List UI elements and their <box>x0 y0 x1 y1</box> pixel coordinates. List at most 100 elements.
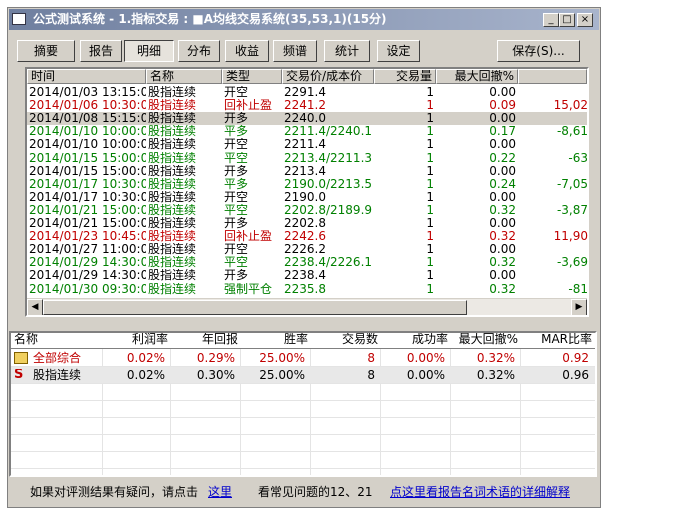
save-button[interactable]: 保存(S)... <box>497 40 580 62</box>
tab-button[interactable]: 设定 <box>377 40 420 62</box>
tab-button[interactable]: 统计 <box>324 40 370 62</box>
table-cell: 股指连续 <box>148 269 197 283</box>
column-header[interactable]: MAR比率 <box>521 333 595 348</box>
table-cell: 股指连续 <box>148 151 197 165</box>
table-cell: 1 <box>426 269 434 283</box>
table-cell: 1 <box>426 86 434 99</box>
table-cell: -81 <box>568 282 588 296</box>
table-cell: 0.09 <box>489 99 516 113</box>
grid-line <box>11 417 595 418</box>
table-cell: 2213.4/2211.3 <box>284 151 373 165</box>
table-cell: 0.32% <box>476 368 515 382</box>
table-cell: 开多 <box>224 269 249 283</box>
column-header[interactable]: 利润率 <box>103 333 171 348</box>
table-cell: 2235.8 <box>284 282 326 296</box>
tab-button[interactable]: 摘要 <box>17 40 75 62</box>
minimize-button[interactable]: _ <box>543 13 559 27</box>
column-header[interactable]: 名称 <box>146 69 222 84</box>
tab-button[interactable]: 分布 <box>178 40 220 62</box>
table-cell: 2014/01/21 15:00:00 <box>29 203 146 217</box>
table-cell: 0.02% <box>126 368 165 382</box>
grid-line <box>520 349 521 475</box>
column-header[interactable]: 时间 <box>27 69 146 84</box>
column-header[interactable]: 年回报 <box>171 333 241 348</box>
table-cell: 2014/01/27 11:00:00 <box>29 243 146 257</box>
table-cell: 1 <box>426 217 434 230</box>
table-cell: 0.00 <box>489 164 516 178</box>
tab-button[interactable]: 频谱 <box>273 40 317 62</box>
table-cell: 0.00% <box>406 368 445 382</box>
table-cell: 2014/01/10 10:00:00 <box>29 138 146 152</box>
tab-button[interactable]: 收益 <box>225 40 269 62</box>
table-cell: 股指连续 <box>148 86 197 99</box>
column-header[interactable]: 最大回撤% <box>451 333 521 348</box>
header-rule <box>11 348 595 349</box>
grid-line <box>102 349 103 475</box>
table-cell: 1 <box>426 164 434 178</box>
trades-list <box>25 67 589 317</box>
column-header[interactable]: 类型 <box>222 69 282 84</box>
column-header[interactable]: 交易数 <box>311 333 381 348</box>
grid-line <box>11 383 595 384</box>
maximize-button[interactable]: □ <box>559 13 575 27</box>
table-cell: 2238.4/2226.1 <box>284 256 373 270</box>
table-cell: 股指连续 <box>148 282 197 296</box>
table-cell: 1 <box>426 203 434 217</box>
table-cell: -8,61 <box>556 125 588 139</box>
table-cell: 0.17 <box>489 125 516 139</box>
column-header[interactable]: 交易价/成本价 <box>282 69 374 84</box>
table-cell: 0.00 <box>489 243 516 257</box>
column-header[interactable]: 成功率 <box>381 333 451 348</box>
selected-row <box>11 367 595 383</box>
close-button[interactable]: × <box>577 13 593 27</box>
app-icon <box>12 13 26 25</box>
table-cell: 2202.8 <box>284 217 326 230</box>
column-header[interactable]: 最大回撤% <box>436 69 518 84</box>
table-cell: 0.00 <box>489 86 516 99</box>
table-cell: 0.00 <box>489 217 516 230</box>
table-cell: 1 <box>426 151 434 165</box>
grid-line <box>170 349 171 475</box>
table-cell: 股指连续 <box>148 177 197 191</box>
table-cell: 1 <box>426 256 434 270</box>
footer-link[interactable]: 这里 <box>208 485 233 499</box>
table-cell: -63 <box>568 151 588 165</box>
table-cell: 回补止盈 <box>224 99 273 113</box>
row-icon: S <box>14 369 24 381</box>
column-header[interactable]: 名称 <box>11 333 103 348</box>
table-cell: 开空 <box>224 86 249 99</box>
table-cell: 股指连续 <box>148 217 197 230</box>
table-cell: -3,69 <box>556 256 588 270</box>
grid-line <box>11 400 595 401</box>
tab-button[interactable]: 明细 <box>124 40 174 62</box>
column-header[interactable]: 胜率 <box>241 333 311 348</box>
h-scrollbar[interactable]: ◀ ▶ <box>27 298 587 315</box>
table-cell: 0.00 <box>489 138 516 152</box>
column-header[interactable] <box>518 69 587 84</box>
table-cell: 25.00% <box>259 351 305 365</box>
table-cell: 回补止盈 <box>224 230 273 244</box>
table-cell: 2014/01/30 09:30:00 <box>29 282 146 296</box>
table-cell: 2238.4 <box>284 269 326 283</box>
table-cell: 2014/01/23 10:45:00 <box>29 230 146 244</box>
table-cell: 0.22 <box>489 151 516 165</box>
table-cell: 股指连续 <box>148 99 197 113</box>
table-cell: 2014/01/15 15:00:00 <box>29 164 146 178</box>
table-cell: 2014/01/15 15:00:00 <box>29 151 146 165</box>
tab-button[interactable]: 报告 <box>80 40 122 62</box>
table-cell: 开多 <box>224 164 249 178</box>
column-header[interactable]: 交易量 <box>374 69 436 84</box>
table-cell: 1 <box>426 99 434 113</box>
table-cell: 平空 <box>224 151 249 165</box>
table-cell: 8 <box>367 351 375 365</box>
footer-text: 如果对评测结果有疑问，请点击 <box>30 485 199 499</box>
table-cell: 0.00 <box>489 190 516 204</box>
table-cell: 开空 <box>224 190 249 204</box>
grid-line <box>11 434 595 435</box>
footer-link[interactable]: 点这里看报告名词术语的详细解释 <box>390 485 571 499</box>
table-cell: 2014/01/29 14:30:00 <box>29 256 146 270</box>
table-cell: 0.00% <box>406 351 445 365</box>
table-cell: 1 <box>426 190 434 204</box>
table-cell: 2226.2 <box>284 243 326 257</box>
table-cell: 股指连续 <box>148 125 197 139</box>
